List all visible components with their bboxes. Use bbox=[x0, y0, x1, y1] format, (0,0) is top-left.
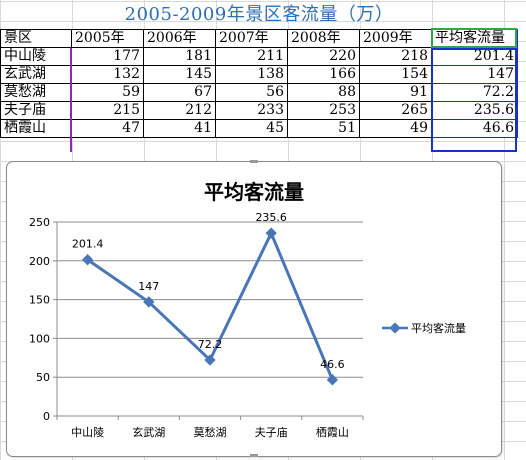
data-point[interactable] bbox=[265, 227, 277, 239]
x-tick-label: 玄武湖 bbox=[132, 425, 165, 439]
data-point[interactable] bbox=[204, 354, 216, 366]
sheet-title[interactable]: 2005-2009年景区客流量（万） bbox=[124, 4, 394, 25]
cell-value[interactable]: 181 bbox=[143, 47, 216, 66]
y-tick-label: 50 bbox=[36, 371, 50, 384]
header-cell-2008[interactable]: 2008年 bbox=[287, 29, 360, 48]
cell-average[interactable]: 235.6 bbox=[431, 101, 518, 120]
data-label: 147 bbox=[138, 280, 159, 293]
cell-value[interactable]: 212 bbox=[143, 101, 216, 120]
cell-value[interactable]: 218 bbox=[359, 47, 432, 66]
cell-value[interactable]: 88 bbox=[287, 83, 360, 102]
cell-name[interactable]: 莫愁湖 bbox=[0, 83, 72, 102]
data-label: 72.2 bbox=[198, 338, 223, 351]
x-tick-label: 中山陵 bbox=[71, 426, 104, 439]
cell-value[interactable]: 91 bbox=[359, 83, 432, 102]
x-tick-label: 莫愁湖 bbox=[194, 426, 227, 439]
table-row: 莫愁湖 59 67 56 88 91 72.2 bbox=[0, 83, 518, 102]
cell-value[interactable]: 154 bbox=[359, 65, 432, 84]
table-row: 中山陵 177 181 211 220 218 201.4 bbox=[0, 47, 518, 66]
data-label: 46.6 bbox=[320, 358, 345, 371]
cell-average[interactable]: 201.4 bbox=[431, 47, 518, 66]
cell-name[interactable]: 中山陵 bbox=[0, 47, 72, 66]
data-label: 201.4 bbox=[72, 238, 104, 251]
cell-value[interactable]: 145 bbox=[143, 65, 216, 84]
cell-value[interactable]: 166 bbox=[287, 65, 360, 84]
cell-average[interactable]: 72.2 bbox=[431, 83, 518, 102]
y-tick-label: 200 bbox=[29, 255, 50, 268]
table-row: 夫子庙 215 212 233 253 265 235.6 bbox=[0, 101, 518, 120]
header-cell-2005[interactable]: 2005年 bbox=[71, 29, 144, 48]
data-table: 景区 2005年 2006年 2007年 2008年 2009年 平均客流量 中… bbox=[0, 29, 518, 138]
cell-value[interactable]: 41 bbox=[143, 119, 216, 138]
cell-value[interactable]: 49 bbox=[359, 119, 432, 138]
data-point[interactable] bbox=[326, 374, 339, 386]
resize-handle-bottom[interactable] bbox=[250, 454, 258, 457]
cell-value[interactable]: 253 bbox=[287, 101, 360, 120]
cell-value[interactable]: 138 bbox=[215, 65, 288, 84]
cell-value[interactable]: 233 bbox=[215, 101, 288, 120]
chart-title[interactable]: 平均客流量 bbox=[204, 180, 304, 204]
x-tick-label: 栖霞山 bbox=[316, 425, 349, 439]
cell-value[interactable]: 47 bbox=[71, 119, 144, 138]
cell-name[interactable]: 夫子庙 bbox=[0, 101, 72, 120]
cell-value[interactable]: 177 bbox=[71, 47, 144, 66]
header-cell-average[interactable]: 平均客流量 bbox=[431, 29, 518, 48]
header-cell-scenic[interactable]: 景区 bbox=[0, 29, 72, 48]
cell-value[interactable]: 59 bbox=[71, 83, 144, 102]
table-row: 玄武湖 132 145 138 166 154 147 bbox=[0, 65, 518, 84]
chart-object[interactable]: 平均客流量 0 50 100 150 200 250 中山陵 玄武湖 莫愁湖 夫子庙 栖霞山 201.… bbox=[6, 160, 502, 457]
cell-value[interactable]: 45 bbox=[215, 119, 288, 138]
cell-value[interactable]: 220 bbox=[287, 47, 360, 66]
cell-value[interactable]: 56 bbox=[215, 83, 288, 102]
cell-value[interactable]: 215 bbox=[71, 101, 144, 120]
resize-handle-top[interactable] bbox=[250, 160, 258, 163]
cell-value[interactable]: 211 bbox=[215, 47, 288, 66]
data-point[interactable] bbox=[143, 296, 155, 308]
chart-legend[interactable]: 平均客流量 bbox=[382, 320, 466, 336]
y-tick-label: 250 bbox=[29, 216, 50, 229]
cell-average[interactable]: 147 bbox=[431, 65, 518, 84]
cell-name[interactable]: 玄武湖 bbox=[0, 65, 72, 84]
y-tick-label: 100 bbox=[29, 332, 50, 345]
line-chart-plot[interactable]: 0 50 100 150 200 250 中山陵 玄武湖 莫愁湖 夫子庙 栖霞山 201.4 147 72… bbox=[7, 162, 501, 456]
y-tick-label: 0 bbox=[43, 410, 50, 423]
legend-label: 平均客流量 bbox=[411, 322, 466, 335]
x-tick-label: 夫子庙 bbox=[255, 425, 288, 439]
cell-value[interactable]: 67 bbox=[143, 83, 216, 102]
header-cell-2006[interactable]: 2006年 bbox=[143, 29, 216, 48]
cell-average[interactable]: 46.6 bbox=[431, 119, 518, 138]
cell-value[interactable]: 265 bbox=[359, 101, 432, 120]
cell-value[interactable]: 51 bbox=[287, 119, 360, 138]
data-label: 235.6 bbox=[255, 211, 287, 224]
cell-value[interactable]: 132 bbox=[71, 65, 144, 84]
header-cell-2009[interactable]: 2009年 bbox=[359, 29, 432, 48]
header-cell-2007[interactable]: 2007年 bbox=[215, 29, 288, 48]
header-row: 景区 2005年 2006年 2007年 2008年 2009年 平均客流量 bbox=[0, 29, 518, 48]
table-row: 栖霞山 47 41 45 51 49 46.6 bbox=[0, 119, 518, 138]
y-tick-label: 150 bbox=[29, 294, 50, 307]
legend-marker-icon bbox=[382, 323, 408, 333]
cell-name[interactable]: 栖霞山 bbox=[0, 119, 72, 138]
